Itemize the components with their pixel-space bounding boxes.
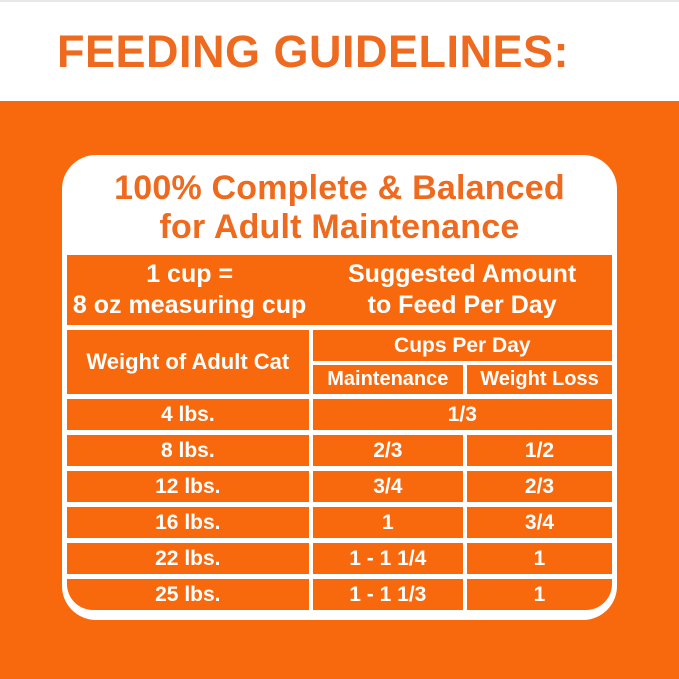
weight-cell: 12 lbs. [67, 471, 309, 502]
suggested-amount-line2: to Feed Per Day [367, 291, 557, 319]
page-title: FEEDING GUIDELINES: [57, 25, 570, 77]
weight-cell: 22 lbs. [67, 543, 309, 574]
weight-loss-cell: 2/3 [467, 471, 612, 502]
top-edge-line [0, 0, 679, 2]
weight-cell: 4 lbs. [67, 399, 309, 430]
weight-loss-cell: 1/2 [467, 435, 612, 466]
table-row: 16 lbs. 1 3/4 [67, 507, 612, 538]
weight-loss-column-header: Weight Loss [467, 365, 612, 394]
amount-cell: 1/3 [312, 399, 612, 430]
suggested-amount-line1: Suggested Amount [348, 260, 577, 288]
maintenance-cell: 2/3 [312, 435, 463, 466]
table-row: 12 lbs. 3/4 2/3 [67, 471, 612, 502]
cups-per-day-header: Cups Per Day [312, 330, 612, 361]
maintenance-column-header: Maintenance [312, 365, 463, 394]
weight-loss-cell: 1 [467, 579, 612, 610]
feeding-table: 1 cup = 8 oz measuring cup Suggested Amo… [67, 255, 612, 615]
maintenance-cell: 1 - 1 1/4 [312, 543, 463, 574]
suggested-amount-note: Suggested Amount to Feed Per Day [312, 255, 612, 325]
maintenance-cell: 3/4 [312, 471, 463, 502]
cup-measure-line1: 1 cup = [146, 260, 234, 288]
maintenance-cell: 1 [312, 507, 463, 538]
header-bar: FEEDING GUIDELINES: [0, 2, 679, 101]
table-header-band: Weight of Adult Cat Cups Per Day Mainten… [67, 330, 612, 394]
weight-cell: 25 lbs. [67, 579, 309, 610]
table-row: 22 lbs. 1 - 1 1/4 1 [67, 543, 612, 574]
weight-column-header: Weight of Adult Cat [67, 330, 309, 394]
table-row: 4 lbs. 1/3 [67, 399, 612, 430]
maintenance-cell: 1 - 1 1/3 [312, 579, 463, 610]
card-title: 100% Complete & Balanced for Adult Maint… [67, 160, 612, 255]
table-row: 8 lbs. 2/3 1/2 [67, 435, 612, 466]
cup-measure-line2: 8 oz measuring cup [72, 291, 307, 319]
weight-loss-cell: 1 [467, 543, 612, 574]
weight-cell: 16 lbs. [67, 507, 309, 538]
cup-measure-note: 1 cup = 8 oz measuring cup [67, 255, 312, 325]
card-title-line1: 100% Complete & Balanced [114, 168, 565, 207]
info-band: 1 cup = 8 oz measuring cup Suggested Amo… [67, 255, 612, 325]
weight-loss-cell: 3/4 [467, 507, 612, 538]
feeding-guidelines-card: 100% Complete & Balanced for Adult Maint… [62, 155, 617, 620]
card-title-line2: for Adult Maintenance [159, 207, 520, 246]
table-row: 25 lbs. 1 - 1 1/3 1 [67, 579, 612, 610]
weight-cell: 8 lbs. [67, 435, 309, 466]
